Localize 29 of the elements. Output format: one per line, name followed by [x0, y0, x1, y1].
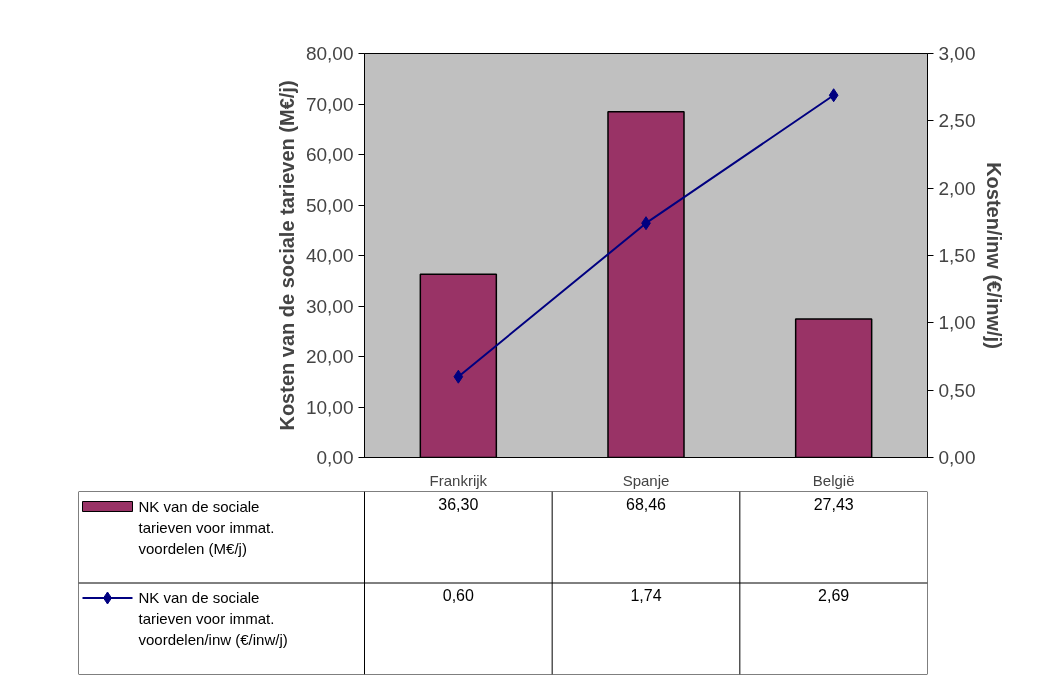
y-tick-label: 30,00 [305, 295, 354, 317]
y-tick-label: 50,00 [305, 194, 354, 216]
y2-tick-label: 1,00 [938, 312, 976, 334]
y2-tick-label: 0,50 [938, 379, 976, 401]
x-tick-label: Spanje [622, 471, 670, 489]
y2-tick-label: 2,50 [938, 110, 976, 132]
data-label: 27,43 [813, 495, 854, 513]
y2-tick-label: 2,00 [938, 177, 976, 199]
y2-tick-label: 1,50 [938, 245, 976, 266]
y2-tick-label: 0,00 [938, 447, 976, 468]
y-tick-label: 10,00 [305, 396, 354, 418]
legend-label: NK van de sociale tarieven voor immat. voordelen/inw (€/inw/j) [138, 589, 288, 648]
x-tick-label: Frankrijk [429, 471, 488, 489]
y2-tick-label: 3,00 [938, 43, 976, 64]
y-tick-label: 20,00 [305, 346, 354, 367]
y2-axis-title: Kosten/inw (€/inw/j) [983, 162, 1006, 349]
y-tick-label: 80,00 [305, 43, 354, 64]
y-tick-label: 40,00 [305, 245, 354, 266]
x-tick-label: België [812, 471, 855, 489]
data-label: 36,30 [438, 495, 479, 513]
data-label: 0,60 [442, 587, 475, 604]
y-tick-label: 70,00 [305, 93, 354, 115]
legend-label: NK van de sociale tarieven voor immat. voordelen (M€/j) [138, 497, 275, 557]
y-tick-label: 0,00 [316, 447, 354, 468]
data-label: 1,74 [630, 587, 662, 604]
y-tick-label: 60,00 [305, 144, 354, 165]
data-label: 2,69 [818, 587, 850, 604]
data-label: 68,46 [625, 495, 667, 513]
y-axis-title: Kosten van de sociale tarieven (M€/j) [275, 80, 298, 431]
